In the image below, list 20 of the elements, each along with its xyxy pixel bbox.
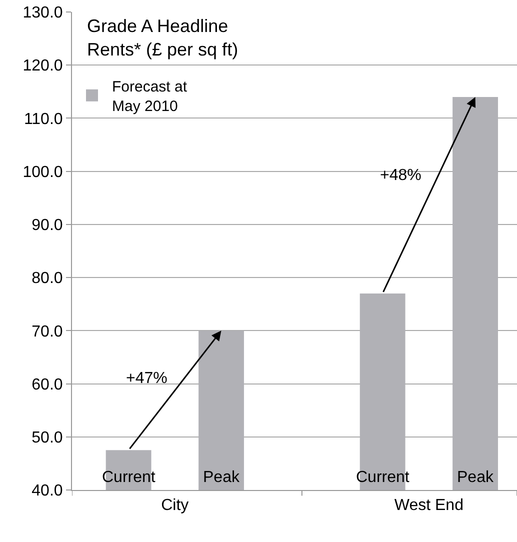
x-tick-label: Current xyxy=(102,469,156,486)
text: Grade A Headline Rents* (£ per sq ft) xyxy=(87,16,238,60)
y-tick-label: 60.0 xyxy=(32,376,63,394)
x-tick-label: Current xyxy=(356,469,410,486)
y-tick-label: 70.0 xyxy=(32,323,63,340)
y-tick-label: 110.0 xyxy=(24,110,63,128)
y-tick-label: 130.0 xyxy=(22,4,63,22)
y-tick-label: 100.0 xyxy=(22,164,63,181)
y-tick-label: 90.0 xyxy=(32,217,63,234)
y-tick-label: 80.0 xyxy=(32,270,63,288)
annotation: +47% xyxy=(126,370,168,387)
text: City xyxy=(161,497,189,514)
x-tick-label: Peak xyxy=(457,469,494,486)
annotation: +48% xyxy=(380,167,422,184)
y-tick-label: 120.0 xyxy=(22,58,63,75)
x-tick-label: Peak xyxy=(203,469,240,486)
y-tick-label: 40.0 xyxy=(32,482,63,500)
legend-label: Forecast at May 2010 xyxy=(112,78,188,115)
text: West End xyxy=(394,497,464,514)
y-tick-label: 50.0 xyxy=(32,429,63,446)
